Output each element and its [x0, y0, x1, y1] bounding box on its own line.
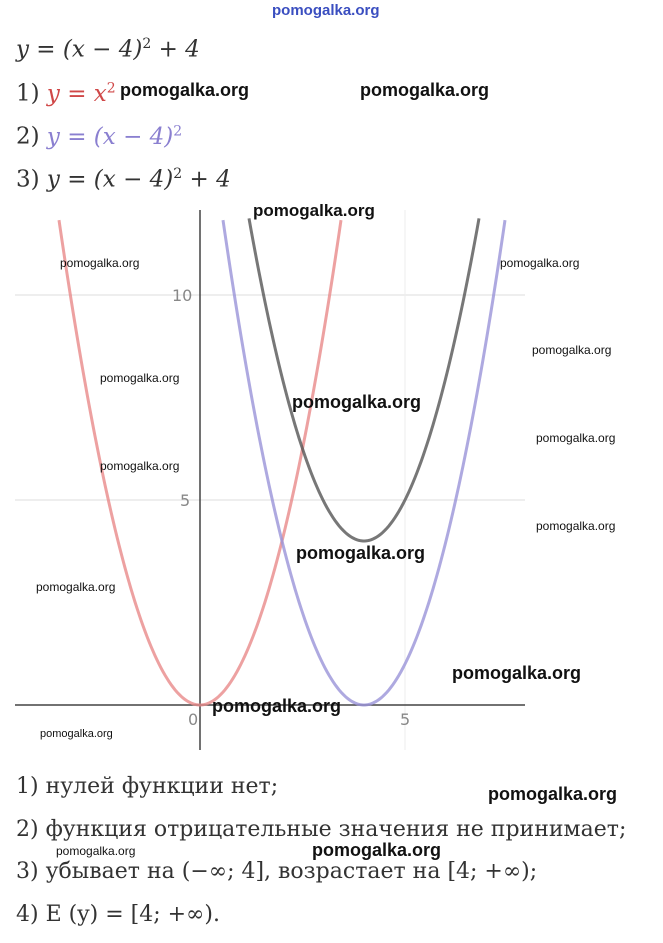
step-exp: 2	[106, 80, 116, 96]
watermark: pomogalka.org	[100, 459, 180, 473]
formula-part: + 4	[151, 36, 200, 63]
curve	[221, 219, 507, 707]
y-tick-label: 5	[180, 491, 190, 510]
x-tick-label: 5	[400, 710, 410, 729]
step-part: y = (x − 4)	[46, 166, 174, 193]
step: 2) y = (x − 4)2	[16, 123, 182, 150]
curve	[57, 219, 343, 707]
watermark: pomogalka.org	[60, 256, 140, 270]
step-number: 1)	[16, 80, 40, 107]
step: 3) y = (x − 4)2 + 4	[16, 166, 231, 193]
formula-part: y = (x − 4)	[16, 36, 143, 63]
watermark: pomogalka.org	[452, 663, 582, 683]
conclusion: 3) убывает на (−∞; 4], возрастает на [4;…	[16, 859, 538, 884]
watermark: pomogalka.org	[312, 840, 442, 860]
step-number: 2)	[16, 123, 40, 150]
curve	[247, 218, 481, 543]
watermark: pomogalka.org	[36, 580, 116, 594]
watermark: pomogalka.org	[296, 543, 426, 563]
conclusion: 1) нулей функции нет;	[16, 774, 279, 799]
watermark: pomogalka.org	[40, 728, 113, 740]
step-number: 3)	[16, 166, 40, 193]
step-exp: 2	[173, 166, 183, 182]
watermark: pomogalka.org	[100, 371, 180, 385]
watermark: pomogalka.org	[500, 256, 580, 270]
formula-exp: 2	[142, 36, 152, 52]
step: 1) y = x2	[16, 80, 116, 107]
watermark: pomogalka.org	[253, 201, 375, 220]
watermark: pomogalka.org	[292, 392, 422, 412]
watermark: pomogalka.org	[56, 844, 136, 858]
step-part: y = x	[46, 80, 107, 107]
conclusion: 2) функция отрицательные значения не при…	[16, 817, 627, 842]
site-link: pomogalka.org	[272, 2, 380, 19]
watermark: pomogalka.org	[120, 80, 250, 100]
x-tick-label: 0	[188, 710, 198, 729]
step-part: + 4	[182, 166, 231, 193]
watermark: pomogalka.org	[532, 343, 612, 357]
watermark: pomogalka.org	[360, 80, 490, 100]
watermark: pomogalka.org	[536, 431, 616, 445]
watermark: pomogalka.org	[536, 519, 616, 533]
conclusion: 4) E (y) = [4; +∞).	[16, 902, 220, 927]
step-part: y = (x − 4)	[46, 123, 174, 150]
watermark: pomogalka.org	[488, 784, 618, 804]
formula: y = (x − 4)2 + 4	[16, 36, 200, 63]
y-tick-label: 10	[172, 286, 192, 305]
watermark: pomogalka.org	[212, 696, 342, 716]
step-exp: 2	[173, 123, 183, 139]
